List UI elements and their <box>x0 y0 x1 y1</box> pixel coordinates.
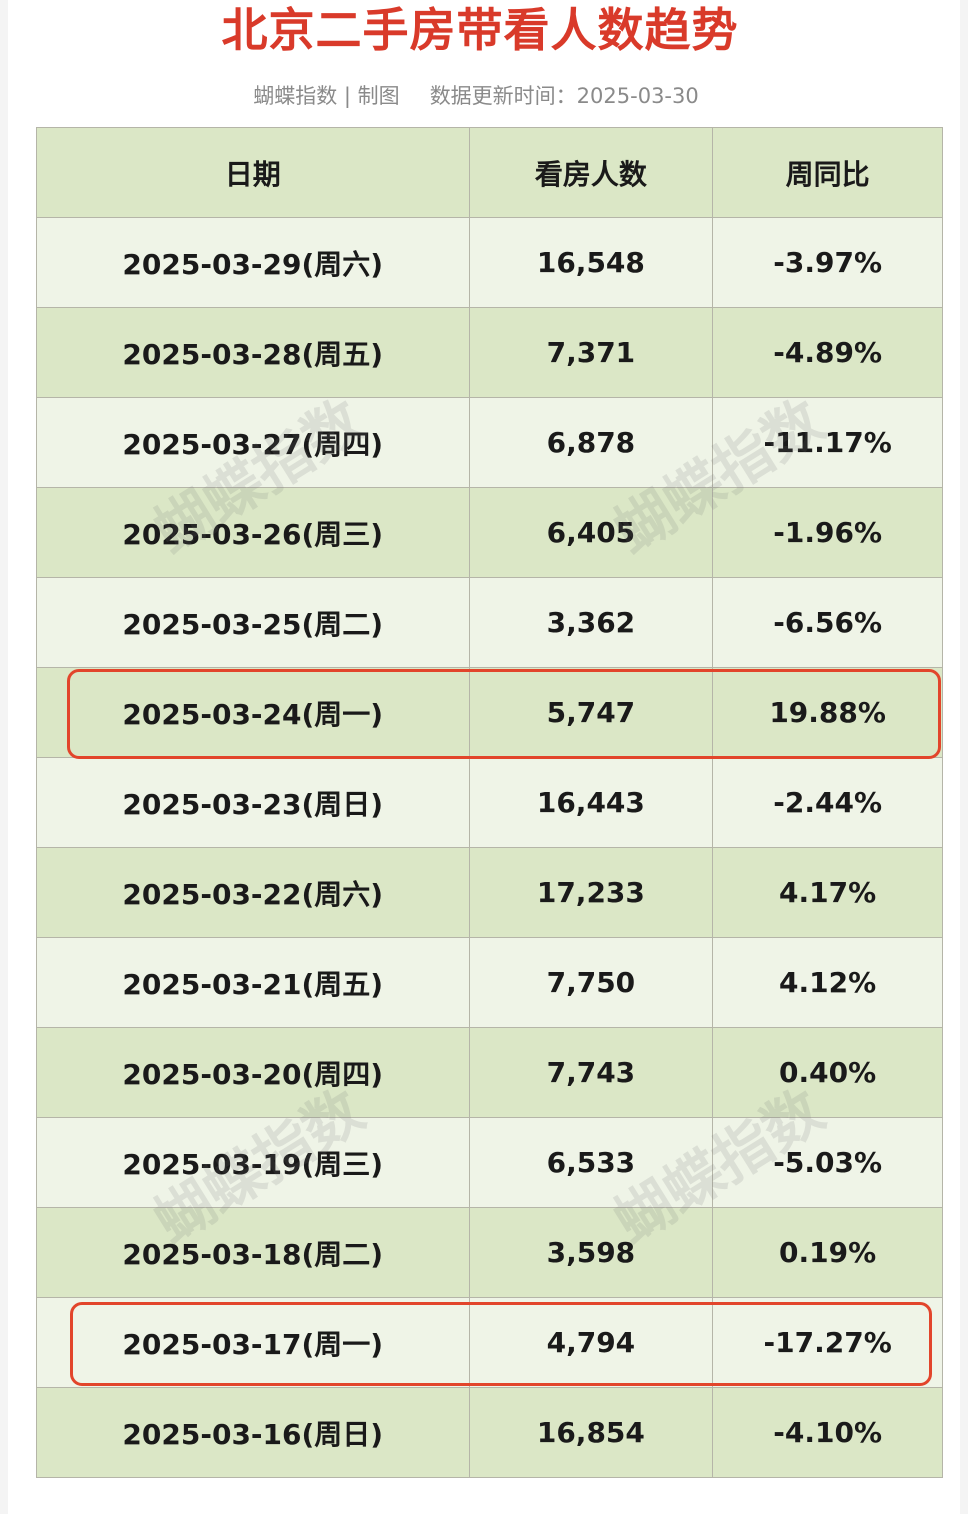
table-row: 2025-03-19(周三) 6,533 -5.03% <box>37 1118 943 1208</box>
count-cell: 7,743 <box>470 1028 714 1117</box>
table-row: 2025-03-27(周四) 6,878 -11.17% <box>37 398 943 488</box>
header-count: 看房人数 <box>470 128 714 217</box>
count-cell: 4,794 <box>470 1298 714 1387</box>
date-cell: 2025-03-25(周二) <box>37 578 470 667</box>
yoy-cell: -5.03% <box>713 1118 943 1207</box>
yoy-cell: -6.56% <box>713 578 943 667</box>
subtitle: 蝴蝶指数 | 制图 数据更新时间：2025-03-30 <box>0 80 960 110</box>
count-cell: 17,233 <box>470 848 714 937</box>
yoy-cell: -4.89% <box>713 308 943 397</box>
count-cell: 16,443 <box>470 758 714 847</box>
yoy-cell: -4.10% <box>713 1388 943 1477</box>
update-time-label: 数据更新时间：2025-03-30 <box>429 84 699 108</box>
table-row: 2025-03-21(周五) 7,750 4.12% <box>37 938 943 1028</box>
table-row: 2025-03-18(周二) 3,598 0.19% <box>37 1208 943 1298</box>
count-cell: 3,362 <box>470 578 714 667</box>
date-cell: 2025-03-27(周四) <box>37 398 470 487</box>
yoy-cell: -3.97% <box>713 218 943 307</box>
yoy-cell: -1.96% <box>713 488 943 577</box>
page-title: 北京二手房带看人数趋势 <box>221 3 739 57</box>
table-row: 2025-03-25(周二) 3,362 -6.56% <box>37 578 943 668</box>
yoy-cell: -11.17% <box>713 398 943 487</box>
table-row: 2025-03-24(周一) 5,747 19.88% <box>37 668 943 758</box>
highlight-box-monday-0324 <box>67 669 941 759</box>
count-cell: 5,747 <box>470 668 714 757</box>
date-cell: 2025-03-17(周一) <box>37 1298 470 1387</box>
date-cell: 2025-03-26(周三) <box>37 488 470 577</box>
yoy-cell: 19.88% <box>713 668 943 757</box>
yoy-cell: 4.12% <box>713 938 943 1027</box>
count-cell: 3,598 <box>470 1208 714 1297</box>
yoy-cell: -2.44% <box>713 758 943 847</box>
table-header: 日期 看房人数 周同比 <box>37 128 943 218</box>
table-row: 2025-03-23(周日) 16,443 -2.44% <box>37 758 943 848</box>
count-cell: 16,548 <box>470 218 714 307</box>
yoy-cell: 0.19% <box>713 1208 943 1297</box>
count-cell: 6,533 <box>470 1118 714 1207</box>
count-cell: 7,750 <box>470 938 714 1027</box>
date-cell: 2025-03-23(周日) <box>37 758 470 847</box>
header-yoy: 周同比 <box>713 128 943 217</box>
date-cell: 2025-03-20(周四) <box>37 1028 470 1117</box>
table-row: 2025-03-16(周日) 16,854 -4.10% <box>37 1388 943 1478</box>
date-cell: 2025-03-21(周五) <box>37 938 470 1027</box>
yoy-cell: 4.17% <box>713 848 943 937</box>
table-row: 2025-03-26(周三) 6,405 -1.96% <box>37 488 943 578</box>
count-cell: 6,405 <box>470 488 714 577</box>
date-cell: 2025-03-19(周三) <box>37 1118 470 1207</box>
table-row: 2025-03-20(周四) 7,743 0.40% <box>37 1028 943 1118</box>
count-cell: 7,371 <box>470 308 714 397</box>
data-table: 日期 看房人数 周同比 2025-03-29(周六) 16,548 -3.97%… <box>36 127 943 1478</box>
highlight-box-monday-0317 <box>70 1302 932 1386</box>
count-cell: 16,854 <box>470 1388 714 1477</box>
table-row: 2025-03-29(周六) 16,548 -3.97% <box>37 218 943 308</box>
table-row: 2025-03-28(周五) 7,371 -4.89% <box>37 308 943 398</box>
yoy-cell: -17.27% <box>713 1298 943 1387</box>
date-cell: 2025-03-29(周六) <box>37 218 470 307</box>
date-cell: 2025-03-22(周六) <box>37 848 470 937</box>
date-cell: 2025-03-24(周一) <box>37 668 470 757</box>
source-label: 蝴蝶指数 | 制图 <box>253 84 400 108</box>
date-cell: 2025-03-28(周五) <box>37 308 470 397</box>
yoy-cell: 0.40% <box>713 1028 943 1117</box>
table-row: 2025-03-22(周六) 17,233 4.17% <box>37 848 943 938</box>
count-cell: 6,878 <box>470 398 714 487</box>
header-date: 日期 <box>37 128 470 217</box>
date-cell: 2025-03-16(周日) <box>37 1388 470 1477</box>
date-cell: 2025-03-18(周二) <box>37 1208 470 1297</box>
table-row: 2025-03-17(周一) 4,794 -17.27% <box>37 1298 943 1388</box>
